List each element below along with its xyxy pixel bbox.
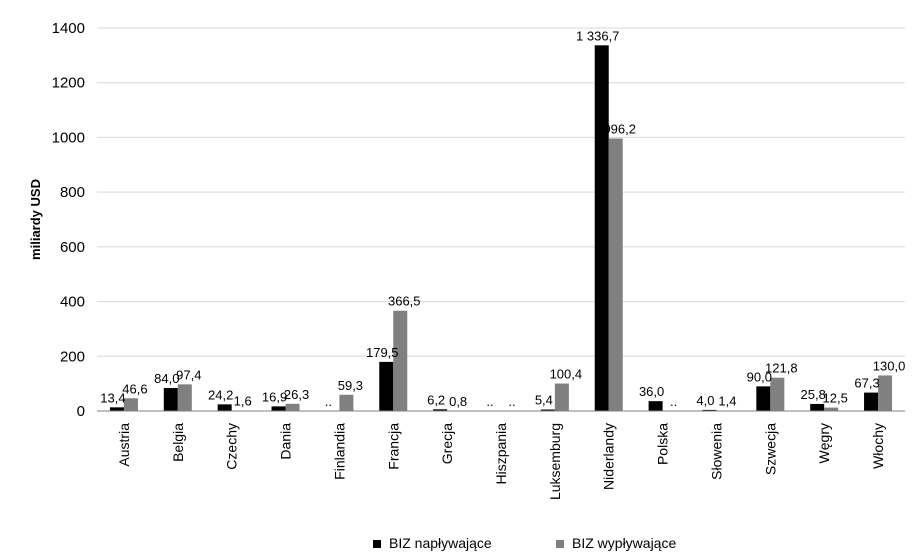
category-label: Hiszpania [493,423,509,485]
bar [756,386,771,411]
data-label: 12,5 [823,391,848,406]
data-label: 130,0 [873,358,906,373]
legend-swatch [373,540,381,548]
legend-label: BIZ wypływające [572,535,676,551]
data-label: 67,3 [854,376,879,391]
data-label: 0,8 [449,394,467,409]
y-tick-label: 400 [60,294,85,311]
bar [163,388,178,411]
category-label: Słowenia [708,423,724,480]
data-label: .. [486,394,493,409]
category-label: Węgry [816,423,832,463]
data-label: 84,0 [154,371,179,386]
bar [594,45,609,411]
data-label: 46,6 [122,381,147,396]
data-label: 179,5 [366,345,399,360]
category-label: Francja [385,423,401,470]
y-tick-label: 0 [77,403,85,420]
bar [339,394,354,411]
bar [770,377,785,411]
legend-swatch [556,540,564,548]
data-label: 1,4 [718,394,736,409]
data-label: .. [670,394,677,409]
data-label: 24,2 [208,387,233,402]
bar [648,401,663,411]
data-label: 5,4 [535,393,553,408]
bar [285,403,300,411]
bar [393,310,408,411]
data-label: 59,3 [338,378,363,393]
bar [109,407,124,411]
data-label: 996,2 [603,121,636,136]
y-axis-label: miliardy USD [28,179,43,260]
data-label: 16,9 [262,389,287,404]
data-label: 100,4 [550,367,583,382]
bar [608,138,623,411]
y-tick-label: 1200 [52,75,85,92]
bar [433,409,448,411]
category-label: Czechy [224,423,240,470]
data-label: 366,5 [388,294,421,309]
data-label: 26,3 [284,387,309,402]
y-tick-label: 200 [60,348,85,365]
gridlines [97,27,905,357]
bar [217,404,232,411]
y-tick-label: 600 [60,239,85,256]
data-label: .. [325,394,332,409]
data-label: 4,0 [696,393,714,408]
data-labels: 13,446,6 84,097,4 24,2 1,6 16,926,3 .. 59,3 179… [100,28,905,409]
category-label: Włochy [870,423,886,469]
data-label: 6,2 [427,392,445,407]
category-label: Polska [655,423,671,465]
data-label: 121,8 [765,361,798,376]
data-label: .. [508,394,515,409]
bar [878,375,893,411]
bar [702,409,717,411]
category-label: Grecja [439,423,455,464]
category-label: Finlandia [331,423,347,480]
legend: BIZ napływające BIZ wypływające [373,535,676,551]
bar [864,392,879,411]
y-tick-label: 1400 [52,20,85,37]
y-tick-label: 1000 [52,129,85,146]
y-tick-label: 800 [60,184,85,201]
bar [554,383,569,411]
bar [379,361,394,411]
category-label: Niderlandy [601,423,617,490]
bar [824,407,839,411]
data-label: 1,6 [234,394,252,409]
data-label: 13,4 [100,390,125,405]
data-label: 36,0 [639,384,664,399]
bar [177,384,192,411]
category-label: Dania [278,423,294,460]
category-label: Belgia [170,423,186,462]
data-label: 90,0 [747,369,772,384]
category-label: Luksemburg [547,423,563,500]
bar [123,398,138,411]
bar [540,409,555,411]
bar [271,406,286,411]
category-labels: Austria Belgia Czechy Dania Finlandia Francja… [116,423,886,500]
y-axis-ticks: 0 200 400 600 800 1000 1200 1400 [52,20,85,420]
category-label: Austria [116,423,132,467]
category-label: Szwecja [762,423,778,475]
data-label: 25,8 [801,387,826,402]
legend-label: BIZ napływające [389,535,492,551]
bar [810,403,825,411]
data-label: 1 336,7 [576,28,619,43]
bars [109,45,893,412]
data-label: 97,4 [176,367,201,382]
